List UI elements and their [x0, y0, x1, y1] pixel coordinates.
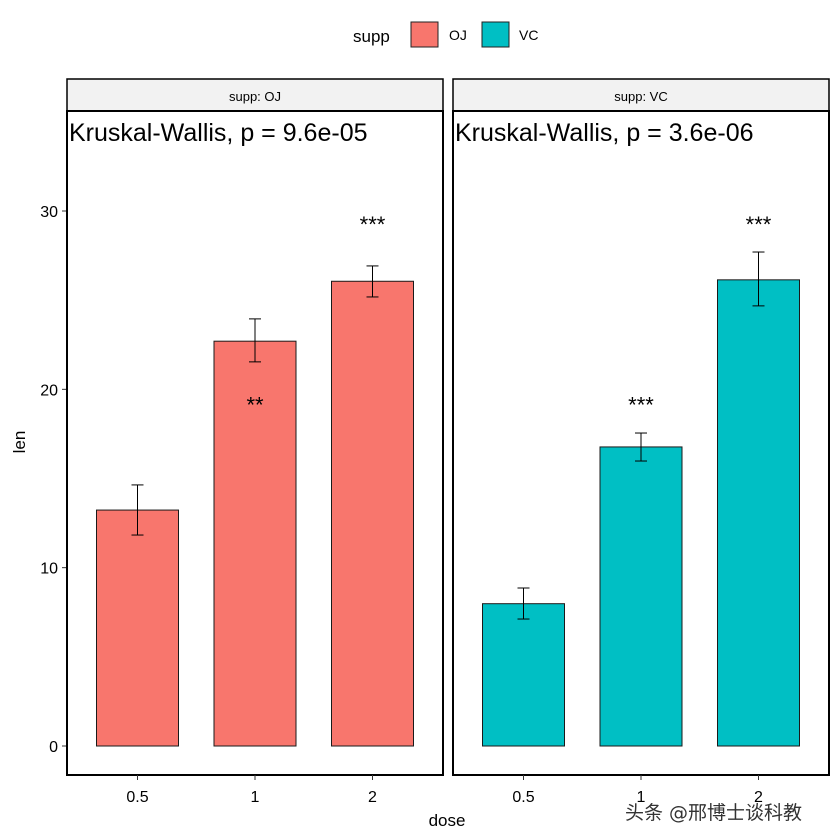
kruskal-wallis-annotation: Kruskal-Wallis, p = 9.6e-05: [69, 119, 368, 147]
panel-vc: supp: VC Kruskal-Wallis, p = 3.6e-06 0.5 **…: [452, 78, 830, 806]
legend-label-vc: VC: [519, 27, 538, 43]
bar-0.5: [482, 603, 565, 747]
y-tick-label: 0: [49, 739, 58, 756]
significance-label: **: [246, 392, 264, 417]
legend: supp OJ VC: [353, 21, 538, 48]
bar-0.5: [96, 509, 179, 747]
watermark: 头条 @邢博士谈科教: [625, 802, 802, 824]
x-tick-label: 2: [368, 789, 377, 806]
facet-strip: [66, 78, 444, 112]
legend-label-oj: OJ: [449, 27, 467, 43]
bar-1: [599, 446, 683, 747]
significance-label: ***: [360, 212, 386, 237]
facet-strip-label: supp: VC: [614, 89, 667, 104]
panel-oj: supp: OJ Kruskal-Wallis, p = 9.6e-05 0.5 **…: [66, 78, 444, 806]
legend-key-vc: [481, 21, 510, 48]
bar-2: [717, 279, 800, 747]
legend-key-oj: [410, 21, 439, 48]
x-tick-label: 0.5: [512, 789, 534, 806]
significance-label: ***: [746, 212, 772, 237]
y-axis-title: len: [10, 431, 29, 454]
y-tick-label: 10: [40, 561, 58, 578]
x-tick-label: 2: [754, 789, 763, 806]
significance-label: ***: [628, 392, 654, 417]
facet-strip-label: supp: OJ: [229, 89, 281, 104]
y-axis: 0 10 20 30: [40, 204, 67, 756]
x-tick-label: 0.5: [126, 789, 148, 806]
y-tick-label: 20: [40, 382, 58, 399]
x-tick-label: 1: [251, 789, 260, 806]
bar-2: [331, 280, 414, 747]
legend-title: supp: [353, 27, 390, 46]
kruskal-wallis-annotation: Kruskal-Wallis, p = 3.6e-06: [455, 119, 754, 147]
x-tick-label: 1: [637, 789, 646, 806]
y-tick-label: 30: [40, 204, 58, 221]
x-axis-title: dose: [429, 811, 466, 830]
